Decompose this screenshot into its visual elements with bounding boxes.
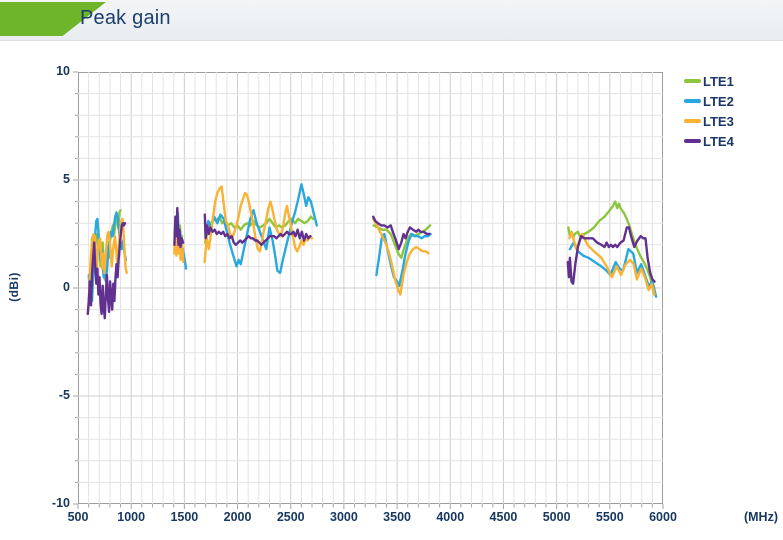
x-tick-label-6000: 6000 (649, 510, 677, 524)
y-tick-label--10: -10 (51, 496, 70, 510)
page-title: Peak gain (80, 7, 171, 29)
x-tick-label-1000: 1000 (117, 510, 146, 524)
series-line-LTE4 (372, 215, 431, 251)
chart-legend: LTE1 LTE2 LTE3 LTE4 (684, 71, 734, 151)
y-tick-label--5: -5 (58, 388, 70, 402)
series-line-LTE4 (86, 221, 127, 320)
x-tick-label-5000: 5000 (542, 510, 571, 524)
series-line-LTE4 (566, 226, 656, 285)
y-axis-unit-label: (dBi) (7, 272, 21, 302)
legend-label-LTE3: LTE3 (703, 113, 734, 129)
legend-item-LTE3: LTE3 (684, 111, 734, 131)
y-tick-label-10: 10 (56, 64, 70, 78)
x-tick-label-3500: 3500 (383, 510, 411, 524)
series-line-LTE3 (372, 217, 430, 296)
series-line-LTE4 (173, 206, 185, 249)
legend-label-LTE1: LTE1 (703, 73, 734, 89)
x-tick-label-500: 500 (67, 510, 89, 524)
legend-item-LTE1: LTE1 (684, 71, 734, 91)
x-tick-label-1500: 1500 (170, 510, 199, 524)
x-tick-label-5500: 5500 (595, 510, 624, 524)
y-tick-label-5: 5 (63, 172, 70, 186)
x-tick-label-2500: 2500 (276, 510, 305, 524)
series-line-LTE3 (87, 217, 128, 309)
legend-swatch-LTE4 (684, 139, 701, 143)
x-tick-label-2000: 2000 (223, 510, 252, 524)
legend-item-LTE2: LTE2 (684, 91, 734, 111)
series-line-LTE4 (203, 213, 312, 247)
x-tick-label-4500: 4500 (489, 510, 518, 524)
series-line-LTE3 (568, 230, 656, 296)
x-axis-unit-label: (MHz) (743, 510, 778, 524)
legend-swatch-LTE1 (684, 79, 701, 83)
legend-swatch-LTE2 (684, 99, 701, 103)
series-line-LTE2 (375, 232, 432, 288)
plot-svg (73, 71, 664, 509)
legend-item-LTE4: LTE4 (684, 131, 734, 151)
y-tick-label-0: 0 (63, 280, 70, 294)
x-tick-label-4000: 4000 (436, 510, 465, 524)
series-line-LTE3 (203, 185, 314, 264)
legend-label-LTE2: LTE2 (703, 93, 734, 109)
header-bar: Peak gain (0, 0, 783, 41)
legend-label-LTE4: LTE4 (703, 133, 734, 149)
x-tick-label-3000: 3000 (330, 510, 358, 524)
peak-gain-chart: (dBi) (MHz) 500 1000 1500 2000 2500 3000 3500 4… (0, 40, 783, 540)
series-line-LTE1 (567, 200, 656, 296)
legend-swatch-LTE3 (684, 119, 701, 123)
